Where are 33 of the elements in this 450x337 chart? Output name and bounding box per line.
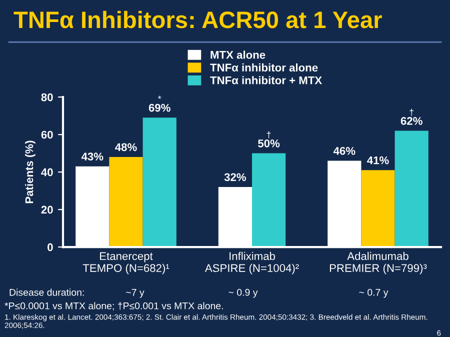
legend-label: TNFα inhibitor alone [210, 63, 318, 72]
text: ~ 0.9 y [228, 288, 258, 298]
data-label: 46% [333, 146, 356, 155]
text: Disease duration: [10, 288, 84, 296]
bar [109, 157, 143, 248]
annotation: † [410, 108, 414, 116]
x-tick-label: Infliximab ASPIRE (N=1004)² [204, 252, 299, 274]
y-tick-label: 40 [41, 168, 53, 176]
data-label: 62% [400, 116, 422, 125]
x-tick-label: Etanercept TEMPO (N=682)¹ [82, 252, 170, 274]
data-label: 50% [258, 139, 280, 148]
y-tick-label: 20 [41, 206, 53, 214]
y-tick-label: 80 [41, 93, 53, 102]
text: ~ 0.7 y [359, 288, 388, 298]
data-label: 41% [367, 156, 389, 164]
y-axis-title: Patients (%) [25, 140, 36, 204]
data-label: 48% [115, 143, 137, 152]
legend-label: TNFα inhibitor + MTX [210, 76, 322, 84]
data-label: 69% [148, 104, 170, 112]
data-label: 43% [81, 152, 104, 160]
bar [361, 170, 395, 248]
annotation: † [266, 131, 271, 139]
bar [394, 130, 428, 248]
text: *P≤0.0001 vs MTX alone; †P≤0.001 vs MTX alone. [4, 302, 223, 310]
y-tick-label: 60 [41, 130, 53, 139]
bar [142, 118, 176, 248]
data-label: 32% [224, 173, 246, 182]
text: ~7 y [126, 289, 144, 298]
chart-title: TNFα Inhibitors: ACR50 at 1 Year [14, 10, 382, 28]
annotation: * [158, 96, 162, 99]
y-tick-label: 0 [48, 243, 53, 252]
x-tick-label: Adalimumab PREMIER (N=799)³ [330, 252, 427, 274]
legend-label: MTX alone [210, 50, 266, 59]
